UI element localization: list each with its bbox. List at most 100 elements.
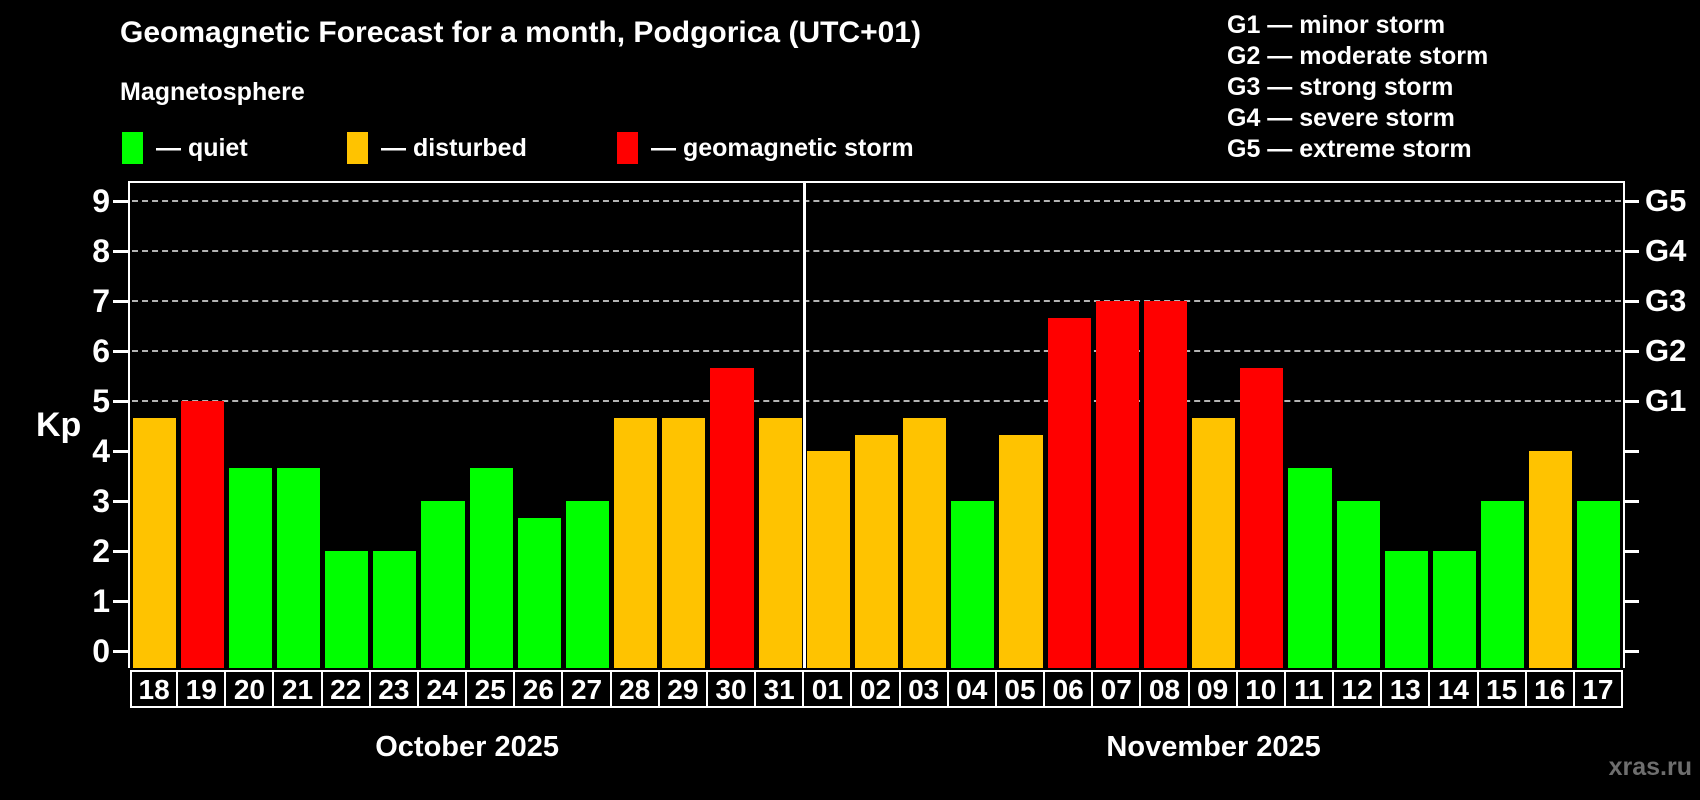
kp-bar-day-23 <box>373 551 417 668</box>
kp-bar-day-29 <box>662 417 706 668</box>
right-tick-7 <box>1625 299 1639 303</box>
g-level-label-G2: G2 <box>1645 333 1687 368</box>
kp-bar-day-22 <box>325 551 369 668</box>
day-label-19: 19 <box>176 670 227 708</box>
kp-bar-day-04 <box>951 501 995 668</box>
kp-bar-day-01 <box>806 451 850 668</box>
g-scale-legend: G1 — minor storm G2 — moderate storm G3 — … <box>1227 10 1488 165</box>
y-tick-label-4: 4 <box>92 433 110 469</box>
legend-item-storm: — geomagnetic storm <box>617 130 914 166</box>
y-tick-9 <box>113 199 128 203</box>
y-tick-8 <box>113 249 128 253</box>
y-tick-label-5: 5 <box>92 383 110 419</box>
day-label-01: 01 <box>802 670 853 708</box>
gridline-kp-8 <box>132 250 1621 252</box>
day-label-12: 12 <box>1332 670 1383 708</box>
right-tick-3 <box>1625 499 1639 503</box>
kp-bar-day-25 <box>469 467 513 668</box>
day-label-09: 09 <box>1187 670 1238 708</box>
day-label-13: 13 <box>1380 670 1431 708</box>
kp-bar-day-17 <box>1577 501 1621 668</box>
g-legend-line: G1 — minor storm <box>1227 11 1446 39</box>
right-tick-6 <box>1625 349 1639 353</box>
chart-title: Geomagnetic Forecast for a month, Podgor… <box>120 16 921 49</box>
g-level-label-G4: G4 <box>1645 233 1687 268</box>
y-tick-label-3: 3 <box>92 483 110 519</box>
y-tick-4 <box>113 449 128 453</box>
y-tick-7 <box>113 299 128 303</box>
day-label-18: 18 <box>130 670 179 708</box>
right-tick-9 <box>1625 199 1639 203</box>
gridline-kp-5 <box>132 400 1621 402</box>
legend-item-quiet: — quiet <box>122 130 248 166</box>
disturbed-swatch-icon <box>347 132 368 164</box>
g-legend-line: G3 — strong storm <box>1227 73 1454 101</box>
kp-bar-day-14 <box>1432 551 1476 668</box>
kp-bar-day-06 <box>1047 317 1091 668</box>
day-label-11: 11 <box>1283 670 1335 708</box>
y-tick-label-7: 7 <box>92 283 110 319</box>
day-label-10: 10 <box>1235 670 1286 708</box>
day-label-15: 15 <box>1476 670 1527 708</box>
chart-subtitle: Magnetosphere <box>120 78 305 106</box>
y-tick-label-1: 1 <box>92 583 110 619</box>
watermark: xras.ru <box>1608 753 1692 781</box>
kp-bar-day-12 <box>1336 501 1380 668</box>
kp-bar-day-03 <box>903 417 947 668</box>
right-tick-1 <box>1625 599 1639 603</box>
kp-axis-label: Kp <box>36 406 82 444</box>
gridline-kp-6 <box>132 350 1621 352</box>
kp-bar-day-08 <box>1143 301 1188 668</box>
y-axis-line <box>128 181 130 668</box>
day-label-26: 26 <box>513 670 564 708</box>
y-tick-label-8: 8 <box>92 233 110 269</box>
day-label-23: 23 <box>368 670 419 708</box>
month-divider <box>802 183 806 668</box>
kp-bar-day-24 <box>421 501 465 668</box>
g-level-label-G3: G3 <box>1645 283 1687 318</box>
g-level-label-G1: G1 <box>1645 383 1687 418</box>
gridline-kp-9 <box>132 200 1621 202</box>
legend-item-disturbed: — disturbed <box>347 130 527 166</box>
kp-bar-day-26 <box>517 517 561 668</box>
g-level-label-G5: G5 <box>1645 183 1687 218</box>
legend-label: — geomagnetic storm <box>651 133 914 162</box>
right-tick-2 <box>1625 549 1639 553</box>
kp-bar-day-15 <box>1481 501 1525 668</box>
y-tick-6 <box>113 349 128 353</box>
kp-bar-day-20 <box>228 467 272 668</box>
day-label-17: 17 <box>1572 670 1623 708</box>
day-label-21: 21 <box>272 670 323 708</box>
day-label-08: 08 <box>1139 670 1190 708</box>
month-label-october: October 2025 <box>375 731 559 763</box>
kp-bar-day-10 <box>1240 367 1284 668</box>
day-label-02: 02 <box>850 670 901 708</box>
day-label-05: 05 <box>994 670 1046 708</box>
right-tick-8 <box>1625 249 1639 253</box>
y-tick-2 <box>113 549 128 553</box>
kp-bar-day-19 <box>180 401 224 668</box>
day-label-16: 16 <box>1524 670 1575 708</box>
day-label-04: 04 <box>946 670 997 708</box>
kp-bar-day-02 <box>854 434 899 668</box>
kp-bar-day-13 <box>1384 551 1428 668</box>
kp-bar-day-31 <box>758 417 802 668</box>
y-tick-label-2: 2 <box>92 533 110 569</box>
g-legend-line: G2 — moderate storm <box>1227 42 1489 70</box>
day-label-25: 25 <box>465 670 516 708</box>
g-legend-line: G4 — severe storm <box>1227 104 1455 132</box>
plot-top-border <box>128 181 1625 183</box>
kp-bar-day-27 <box>565 501 610 668</box>
kp-bar-day-07 <box>1095 301 1139 668</box>
day-label-03: 03 <box>898 670 949 708</box>
y-tick-5 <box>113 399 128 403</box>
kp-bar-day-11 <box>1288 467 1332 668</box>
kp-bar-day-21 <box>276 467 321 668</box>
kp-bar-day-28 <box>614 417 658 668</box>
day-label-31: 31 <box>754 670 805 708</box>
kp-bar-day-09 <box>1192 417 1236 668</box>
day-label-28: 28 <box>609 670 660 708</box>
right-tick-5 <box>1625 399 1639 403</box>
kp-bar-day-16 <box>1529 451 1573 668</box>
